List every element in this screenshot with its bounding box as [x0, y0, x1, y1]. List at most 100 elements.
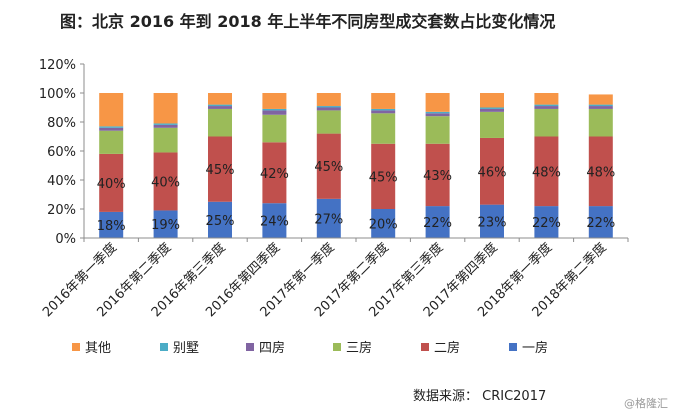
- bar-segment: [99, 126, 124, 128]
- bar-segment: [534, 108, 559, 137]
- bar-segment: [588, 106, 613, 109]
- y-tick-label: 40%: [47, 174, 76, 189]
- bar-segment: [316, 106, 341, 108]
- data-label: 45%: [314, 160, 343, 175]
- bar-segment: [534, 136, 559, 207]
- bar-segment: [480, 137, 504, 205]
- watermark: @格隆汇: [624, 397, 668, 410]
- data-label: 22%: [586, 216, 615, 231]
- bar-segment: [371, 110, 396, 114]
- chart-title: 图：北京 2016 年到 2018 年上半年不同房型成交套数占比变化情况: [60, 12, 556, 31]
- y-tick-label: 60%: [47, 145, 76, 160]
- data-label: 25%: [206, 214, 235, 229]
- bar-segment: [316, 110, 341, 134]
- bar-segment: [208, 108, 232, 137]
- legend-swatch: [421, 343, 429, 351]
- bar-segment: [208, 106, 232, 109]
- bar-segment: [480, 204, 504, 238]
- data-label: 18%: [97, 219, 126, 234]
- bar-segment: [262, 108, 287, 111]
- data-label: 24%: [260, 215, 289, 230]
- legend-swatch: [509, 343, 517, 351]
- bar-segment: [153, 152, 178, 211]
- y-tick-label: 100%: [39, 87, 76, 102]
- bar-segment: [425, 206, 450, 238]
- bar-segment: [534, 93, 559, 105]
- data-label: 22%: [423, 216, 452, 231]
- bar-segment: [371, 113, 396, 144]
- bar-segment: [371, 143, 396, 209]
- bar-segment: [371, 108, 396, 111]
- bar-segment: [425, 111, 450, 114]
- data-label: 48%: [532, 165, 561, 180]
- bar-segment: [588, 108, 613, 137]
- bar-segment: [588, 136, 613, 207]
- bar-segment: [99, 93, 124, 127]
- data-label: 40%: [97, 177, 126, 192]
- bar-segment: [316, 107, 341, 111]
- bar-segment: [425, 113, 450, 117]
- bar-segment: [425, 143, 450, 207]
- bar-segment: [588, 104, 613, 107]
- bar-segment: [99, 127, 124, 131]
- y-tick-label: 120%: [39, 58, 76, 73]
- bar-segment: [480, 108, 504, 112]
- data-label: 19%: [151, 218, 180, 233]
- data-label: 48%: [586, 165, 615, 180]
- bar-segment: [534, 104, 559, 107]
- data-label: 46%: [478, 165, 507, 180]
- bar-segment: [262, 142, 287, 204]
- bar-segment: [208, 93, 232, 105]
- bar-segment: [371, 93, 396, 109]
- data-label: 40%: [151, 175, 180, 190]
- bar-segment: [480, 93, 504, 108]
- y-tick-label: 0%: [55, 232, 76, 247]
- legend-swatch: [160, 343, 168, 351]
- bar-segment: [534, 106, 559, 109]
- legend-swatch: [72, 343, 80, 351]
- y-tick-label: 20%: [47, 203, 76, 218]
- legend-label: 二房: [434, 340, 460, 356]
- bar-segment: [99, 211, 124, 238]
- bar-segment: [425, 93, 450, 112]
- bar-segment: [534, 206, 559, 238]
- y-tick-label: 80%: [47, 116, 76, 131]
- bar-segment: [316, 133, 341, 199]
- bar-segment: [153, 127, 178, 153]
- legend-swatch: [246, 343, 254, 351]
- data-label: 22%: [532, 216, 561, 231]
- legend-swatch: [333, 343, 341, 351]
- data-label: 45%: [206, 163, 235, 178]
- bar-segment: [425, 116, 450, 144]
- bar-segment: [480, 111, 504, 138]
- bar-segment: [208, 136, 232, 202]
- data-label: 45%: [369, 170, 398, 185]
- bar-segment: [480, 107, 504, 109]
- bar-segment: [588, 206, 613, 238]
- legend-label: 别墅: [173, 341, 199, 356]
- data-label: 23%: [478, 215, 507, 230]
- legend-label: 其他: [85, 341, 111, 356]
- data-label: 27%: [314, 212, 343, 227]
- bar-segment: [99, 130, 124, 154]
- bar-segment: [316, 198, 341, 238]
- bar-segment: [208, 201, 232, 238]
- legend-label: 四房: [259, 340, 285, 356]
- data-label: 42%: [260, 167, 289, 182]
- bar-segment: [588, 94, 613, 105]
- bar-segment: [153, 124, 178, 128]
- bar-segment: [262, 110, 287, 115]
- legend-label: 三房: [346, 340, 372, 356]
- bar-segment: [262, 93, 287, 109]
- legend-label: 一房: [522, 340, 548, 356]
- data-label: 43%: [423, 169, 452, 184]
- bar-segment: [262, 114, 287, 143]
- bar-segment: [99, 153, 124, 212]
- bar-segment: [371, 209, 396, 238]
- bar-segment: [153, 123, 178, 125]
- bar-segment: [316, 93, 341, 107]
- bar-segment: [153, 210, 178, 238]
- data-source: 数据来源： CRIC2017: [413, 389, 547, 404]
- data-label: 20%: [369, 218, 398, 233]
